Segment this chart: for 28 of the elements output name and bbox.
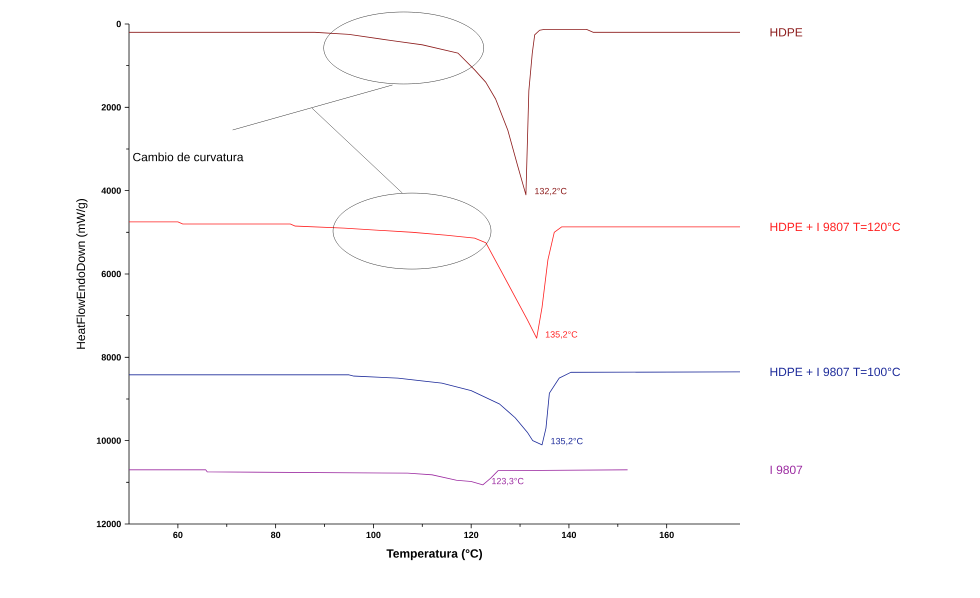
annotation: 132,2°C — [535, 188, 567, 196]
annotation: 123,3°C — [492, 478, 524, 486]
x-tick-label: 60 — [173, 532, 183, 538]
line-series — [128, 222, 740, 339]
x-tick-label: 140 — [562, 532, 576, 538]
annotation: Cambio de curvatura — [133, 152, 244, 162]
x-axis-title: Temperatura (°C) — [386, 548, 482, 560]
line-series — [128, 29, 740, 196]
y-tick-label: 0 — [116, 20, 121, 28]
x-tick-label: 120 — [464, 532, 478, 538]
y-tick-label: 12000 — [96, 520, 121, 528]
annotation: 135,2°C — [551, 438, 583, 446]
text: HDPE + I 9807 T=120°C — [770, 222, 900, 232]
y-tick-label: 2000 — [102, 104, 121, 111]
text: HDPE — [770, 28, 802, 36]
text: I 9807 — [770, 466, 802, 474]
x-tick-label: 80 — [270, 532, 280, 538]
y-axis-title: HeatFlowEndoDown (mW/g) — [76, 199, 88, 349]
x-tick-label: 100 — [366, 532, 381, 538]
text: HDPE + I 9807 T=100°C — [770, 368, 900, 376]
x-tick-label: 160 — [660, 532, 674, 538]
line-series — [128, 469, 628, 486]
line-series — [128, 372, 740, 446]
y-tick-label: 4000 — [101, 187, 121, 194]
y-tick-label: 6000 — [102, 270, 121, 278]
y-tick-label: 10000 — [96, 437, 121, 444]
y-tick-label: 8000 — [102, 354, 121, 361]
annotation: 135,2°C — [546, 331, 578, 339]
